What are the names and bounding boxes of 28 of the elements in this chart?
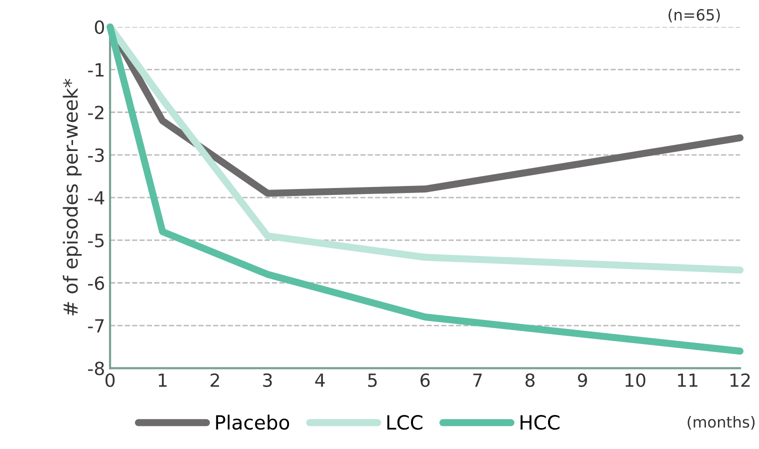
y-tick-label: -5 — [88, 234, 104, 248]
x-tick-label: 3 — [263, 373, 272, 388]
x-tick-label: 11 — [678, 374, 698, 387]
legend-label: Placebo — [216, 414, 290, 430]
y-tick-label: -1 — [88, 63, 104, 76]
x-tick-label: 6 — [420, 373, 430, 388]
x-tick-label: 2 — [210, 373, 219, 387]
x-tick-label: 8 — [526, 373, 535, 388]
x-tick-label: 9 — [578, 373, 588, 388]
x-tick-label: 1 — [158, 374, 167, 387]
x-tick-label: 0 — [106, 373, 115, 388]
y-tick-label: 0 — [94, 20, 104, 34]
y-tick-label: -2 — [88, 106, 104, 120]
text: (n=65) — [668, 8, 720, 22]
y-axis-title: # of episodes per-week* — [62, 78, 82, 316]
x-tick-label: 4 — [315, 374, 325, 387]
x-tick-label: 12 — [730, 373, 750, 387]
y-tick-label: -8 — [88, 362, 104, 376]
x-tick-label: 10 — [626, 373, 646, 388]
y-tick-label: -6 — [88, 276, 104, 290]
y-tick-label: -4 — [88, 191, 104, 204]
legend-label: HCC — [520, 415, 560, 430]
x-tick-label: 7 — [473, 374, 482, 387]
y-tick-label: -3 — [88, 148, 104, 162]
legend-label: LCC — [387, 415, 422, 430]
y-tick-label: -7 — [88, 319, 104, 332]
x-tick-label: 5 — [368, 374, 377, 388]
x-axis-title: (months) — [688, 416, 755, 430]
